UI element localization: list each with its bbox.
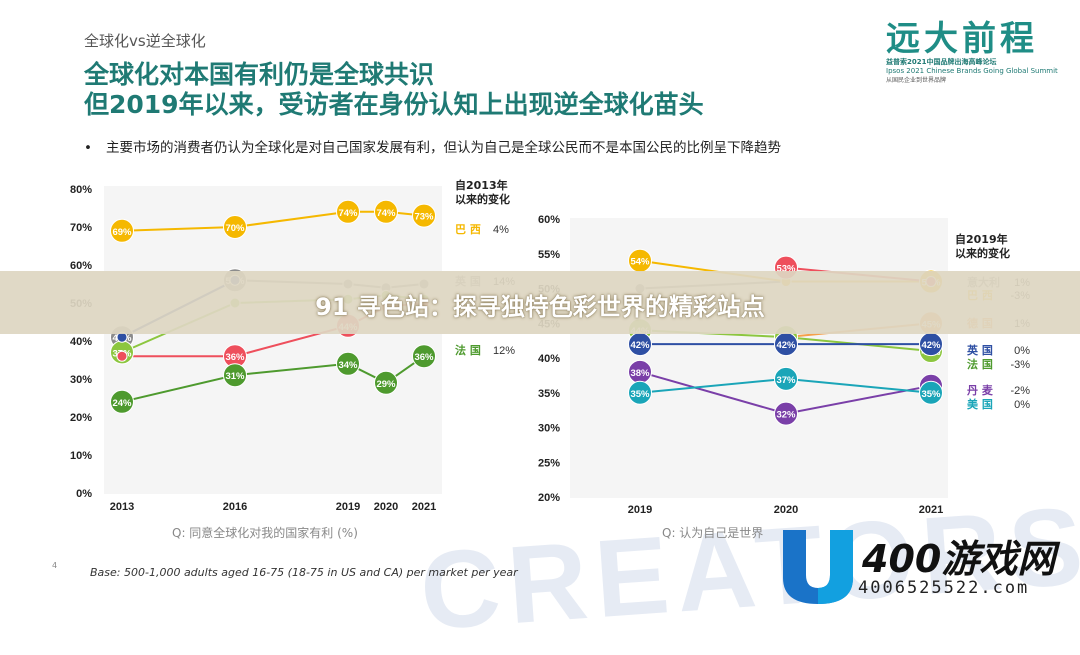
left-ytick-label: 60% bbox=[70, 260, 92, 272]
bullet-dot-icon: • bbox=[84, 140, 92, 156]
right-legend-name: 法 国 bbox=[967, 357, 993, 371]
left-data-point bbox=[412, 203, 436, 228]
section-kicker: 全球化vs逆全球化 bbox=[84, 32, 206, 50]
right-data-label: 54% bbox=[630, 257, 650, 268]
right-ytick-label: 60% bbox=[538, 214, 560, 226]
banner-text: 91 寻色站：探寻独特色彩世界的精彩站点 bbox=[315, 293, 765, 321]
left-ytick-label: 80% bbox=[70, 184, 92, 196]
title-line-1: 全球化对本国有利仍是全球共识 bbox=[84, 60, 435, 89]
left-data-point bbox=[110, 389, 134, 414]
right-legend-change: 0% bbox=[1014, 399, 1030, 411]
right-legend-title: 自2019年 bbox=[955, 232, 1008, 246]
left-ytick-label: 0% bbox=[76, 488, 92, 500]
right-data-label: 53% bbox=[776, 264, 796, 275]
left-xtick-label: 2016 bbox=[223, 501, 247, 513]
logo-title: 远大前程 bbox=[886, 19, 1038, 59]
right-xtick-label: 2020 bbox=[774, 504, 798, 516]
left-data-label: 24% bbox=[112, 398, 132, 409]
logo-subtitle-cn: 益普索2021中国品牌出海高峰论坛 bbox=[886, 58, 997, 66]
right-data-point bbox=[774, 366, 798, 391]
right-data-label: 37% bbox=[776, 375, 796, 386]
left-data-point bbox=[412, 344, 436, 369]
right-chart-question: Q: 认为自己是世界 bbox=[662, 526, 764, 540]
title-line-2: 但2019年以来，受访者在身份认知上出现逆全球化苗头 bbox=[84, 90, 704, 119]
right-data-point bbox=[628, 380, 652, 405]
right-data-label: 42% bbox=[776, 340, 796, 351]
right-data-label: 32% bbox=[776, 410, 796, 421]
bullet-point: • 主要市场的消费者仍认为全球化是对自己国家发展有利，但认为自己是全球公民而不是本… bbox=[84, 136, 781, 156]
left-data-label: 69% bbox=[112, 227, 132, 238]
left-legend-change: 12% bbox=[493, 345, 515, 357]
left-data-point bbox=[374, 199, 398, 224]
right-ytick-label: 40% bbox=[538, 353, 560, 365]
base-footnote: Base: 500-1,000 adults aged 16-75 (18-75… bbox=[90, 566, 518, 579]
brand-phone: 4006525522.com bbox=[858, 578, 1030, 598]
right-data-label: 42% bbox=[921, 340, 941, 351]
left-legend-change: 4% bbox=[493, 224, 509, 236]
left-ytick-label: 20% bbox=[70, 412, 92, 424]
right-data-label: 42% bbox=[630, 340, 650, 351]
left-xtick-label: 2019 bbox=[336, 501, 360, 513]
right-data-label: 38% bbox=[630, 368, 650, 379]
right-legend-change: -3% bbox=[1010, 359, 1030, 371]
left-data-label: 31% bbox=[225, 371, 245, 382]
left-ytick-label: 70% bbox=[70, 222, 92, 234]
right-legend-name: 丹 麦 bbox=[967, 383, 994, 397]
left-legend-title: 以来的变化 bbox=[455, 192, 510, 206]
left-data-point bbox=[116, 350, 128, 362]
right-legend-title: 以来的变化 bbox=[955, 246, 1010, 260]
left-xtick-label: 2020 bbox=[374, 501, 398, 513]
right-legend-change: 0% bbox=[1014, 345, 1030, 357]
page-title: 全球化对本国有利仍是全球共识 但2019年以来，受访者在身份认知上出现逆全球化苗… bbox=[84, 60, 704, 120]
right-legend-name: 美 国 bbox=[967, 397, 993, 411]
right-ytick-label: 30% bbox=[538, 423, 560, 435]
left-data-label: 74% bbox=[338, 208, 358, 219]
right-data-point bbox=[919, 380, 943, 405]
right-ytick-label: 35% bbox=[538, 388, 560, 400]
right-data-point bbox=[774, 401, 798, 426]
logo-subtitle-en: Ipsos 2021 Chinese Brands Going Global S… bbox=[886, 67, 1058, 75]
left-data-point bbox=[110, 218, 134, 243]
right-xtick-label: 2019 bbox=[628, 504, 652, 516]
left-xtick-label: 2013 bbox=[110, 501, 134, 513]
right-xtick-label: 2021 bbox=[919, 504, 943, 516]
right-ytick-label: 55% bbox=[538, 249, 560, 261]
left-ytick-label: 40% bbox=[70, 336, 92, 348]
right-legend-change: -2% bbox=[1010, 385, 1030, 397]
left-legend-name: 巴 西 bbox=[455, 223, 481, 236]
right-legend-name: 英 国 bbox=[966, 343, 993, 357]
left-ytick-label: 10% bbox=[70, 450, 92, 462]
left-data-label: 74% bbox=[376, 208, 396, 219]
left-data-point bbox=[223, 215, 247, 239]
page-number: 4 bbox=[52, 561, 58, 570]
left-xtick-label: 2021 bbox=[412, 501, 436, 513]
right-ytick-label: 25% bbox=[538, 457, 560, 469]
left-data-point bbox=[336, 199, 360, 224]
left-data-point bbox=[223, 363, 247, 388]
right-ytick-label: 20% bbox=[538, 492, 560, 504]
brand-name: 400游戏网 bbox=[862, 537, 1056, 581]
left-data-point bbox=[336, 351, 360, 376]
left-data-label: 34% bbox=[338, 360, 358, 371]
left-legend-name: 法 国 bbox=[455, 343, 481, 357]
left-chart-background bbox=[104, 186, 442, 494]
left-chart-question: Q: 同意全球化对我的国家有利 (%) bbox=[172, 526, 358, 540]
right-data-label: 35% bbox=[921, 389, 941, 400]
right-data-label: 35% bbox=[630, 389, 650, 400]
left-data-label: 36% bbox=[414, 352, 434, 363]
left-ytick-label: 30% bbox=[70, 374, 92, 386]
left-data-label: 73% bbox=[414, 212, 434, 223]
bullet-text: 主要市场的消费者仍认为全球化是对自己国家发展有利，但认为自己是全球公民而不是本国… bbox=[105, 140, 781, 156]
logo-slogan: 从国民企业到世界品牌 bbox=[886, 77, 947, 84]
overlay-banner: 91 寻色站：探寻独特色彩世界的精彩站点 bbox=[0, 271, 1080, 334]
left-data-label: 36% bbox=[225, 352, 245, 363]
left-legend-title: 自2013年 bbox=[455, 178, 508, 192]
left-data-label: 29% bbox=[376, 379, 396, 390]
left-data-point bbox=[374, 370, 398, 395]
left-data-label: 70% bbox=[225, 223, 245, 234]
summit-logo: 远大前程 益普索2021中国品牌出海高峰论坛 Ipsos 2021 Chines… bbox=[886, 20, 1066, 85]
